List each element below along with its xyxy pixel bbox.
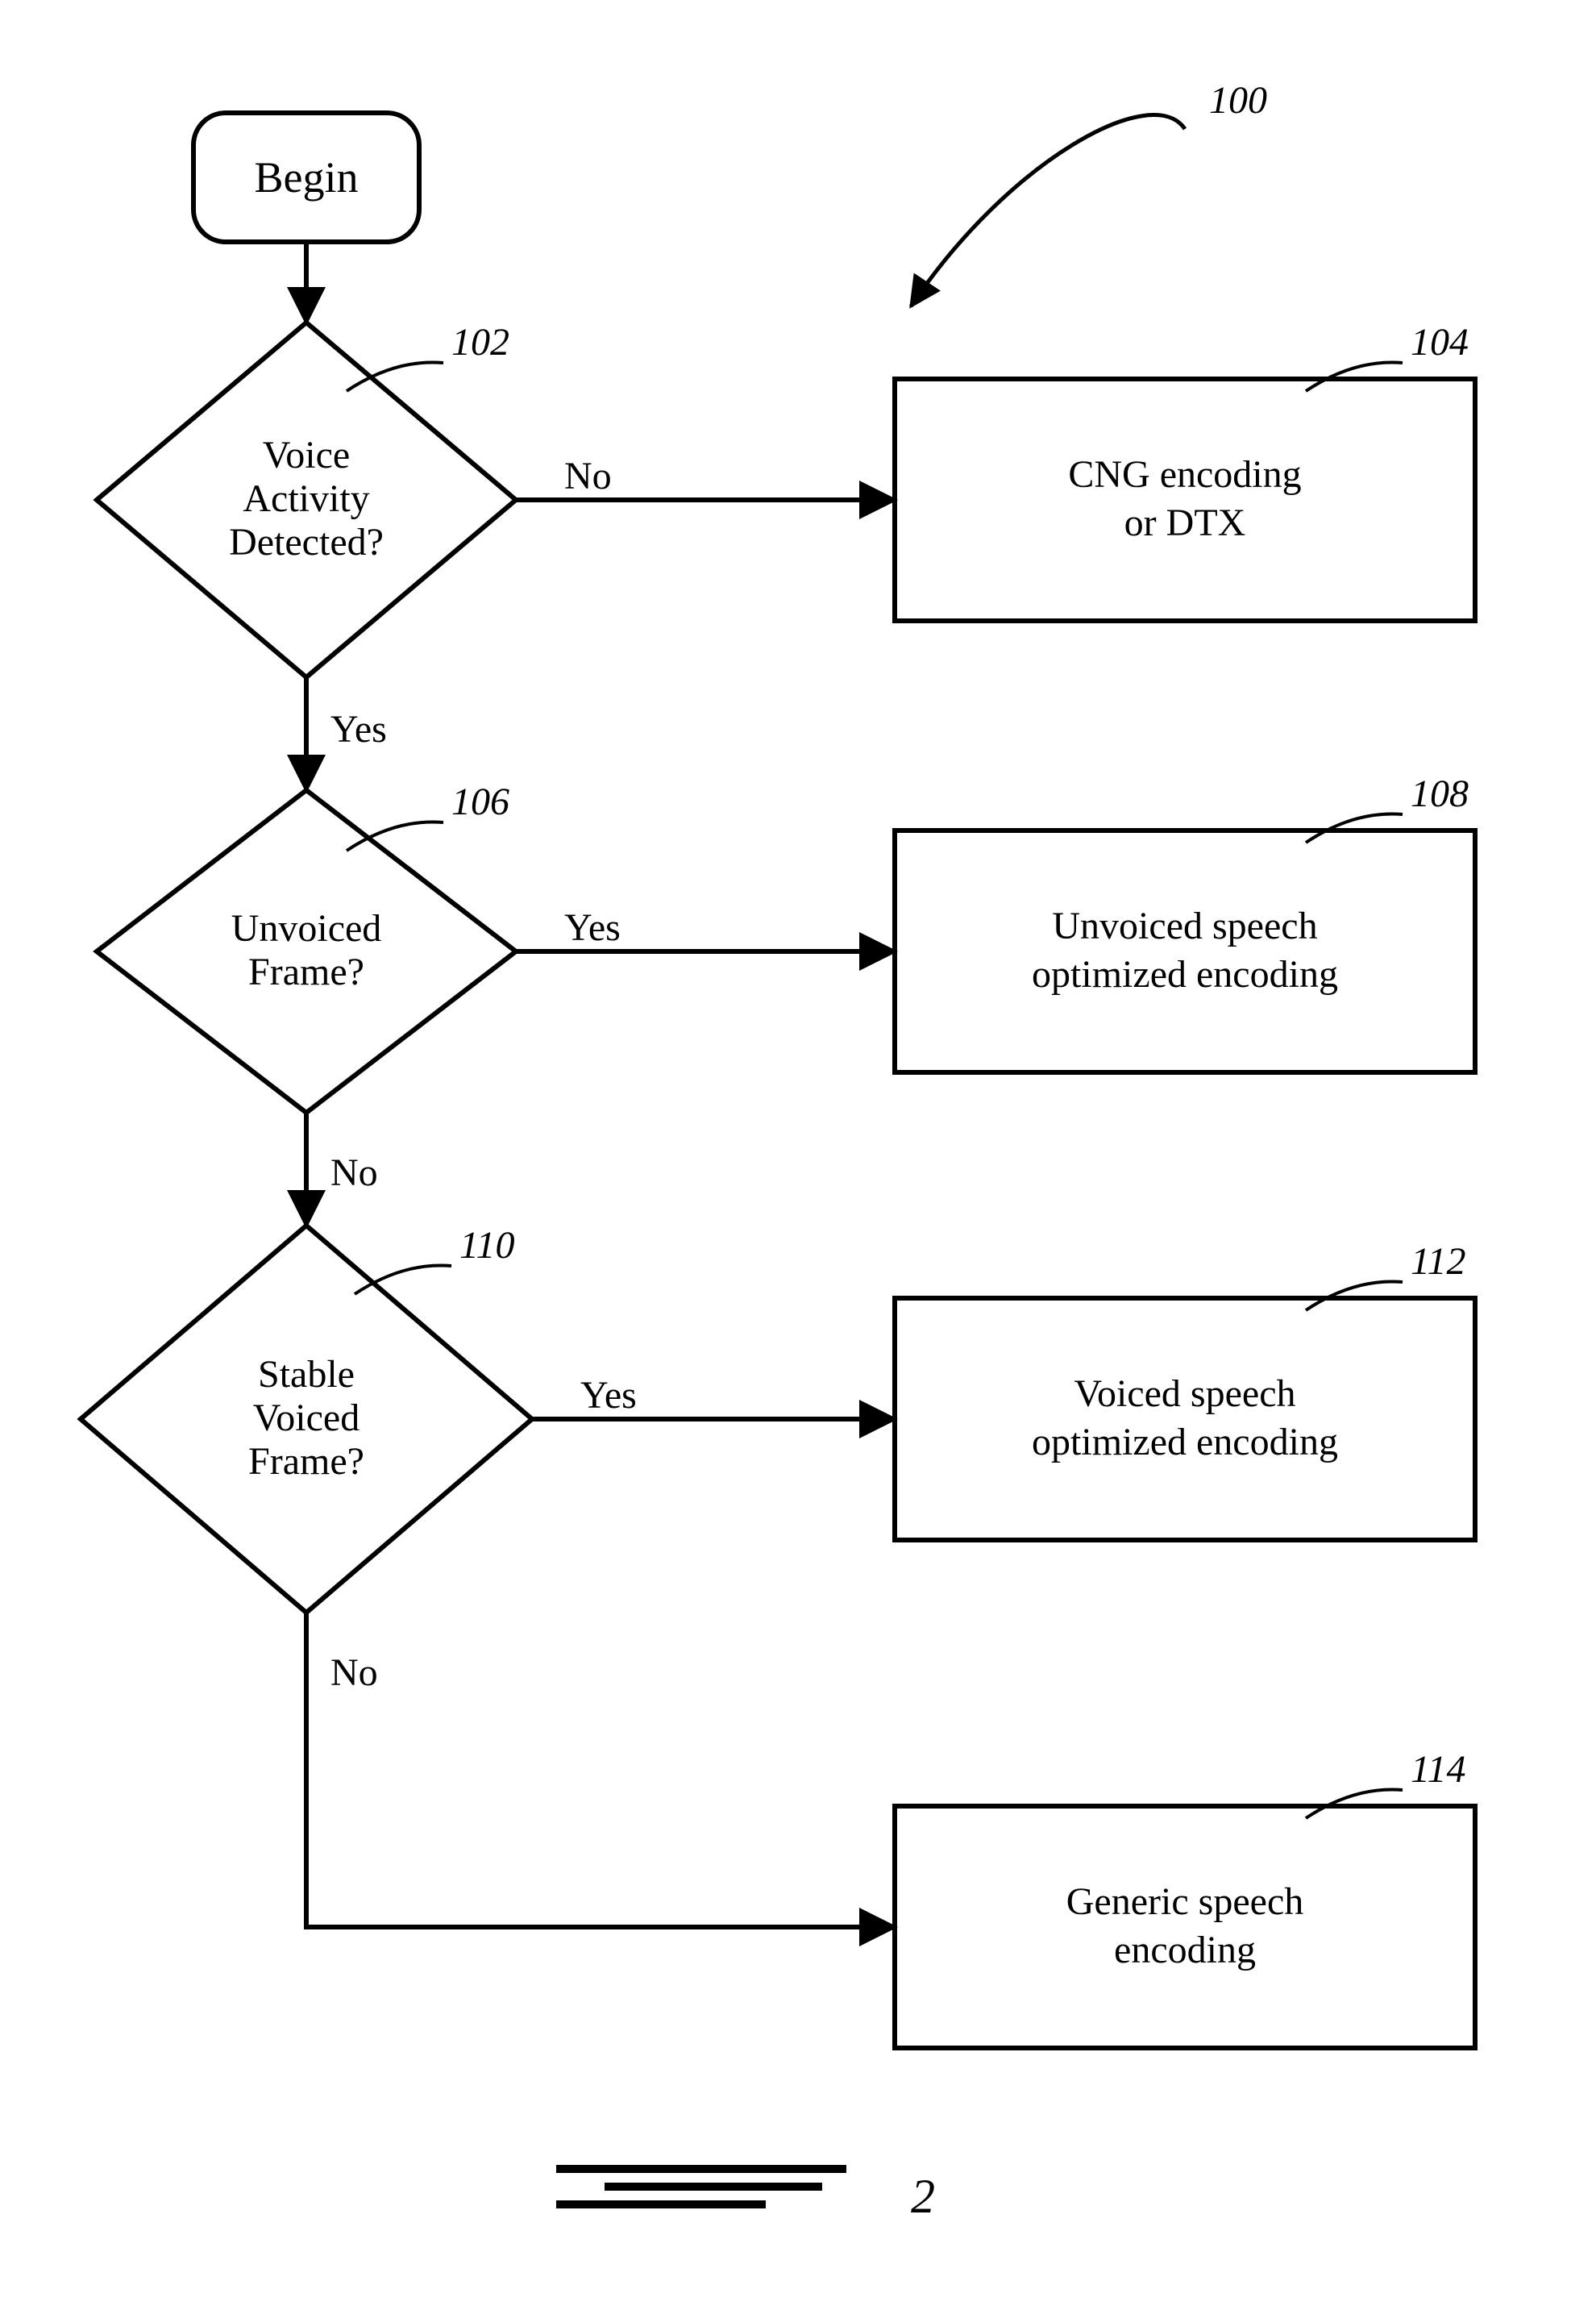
svg-text:2: 2 bbox=[911, 2170, 938, 2223]
svg-text:Frame?: Frame? bbox=[248, 1440, 364, 1483]
svg-text:Voiced: Voiced bbox=[253, 1397, 360, 1439]
process-cng-dtx bbox=[895, 379, 1475, 621]
svg-text:or DTX: or DTX bbox=[1124, 502, 1246, 544]
svg-text:106: 106 bbox=[451, 780, 509, 823]
svg-text:Stable: Stable bbox=[258, 1353, 355, 1396]
svg-text:110: 110 bbox=[459, 1224, 514, 1267]
svg-text:optimized encoding: optimized encoding bbox=[1032, 1421, 1338, 1463]
svg-text:Voice: Voice bbox=[263, 434, 350, 477]
svg-text:Yes: Yes bbox=[580, 1374, 637, 1417]
svg-text:114: 114 bbox=[1411, 1748, 1465, 1791]
svg-text:Detected?: Detected? bbox=[229, 521, 384, 564]
svg-text:108: 108 bbox=[1411, 772, 1469, 815]
svg-text:112: 112 bbox=[1411, 1240, 1465, 1283]
svg-text:No: No bbox=[330, 1151, 378, 1194]
svg-text:Voiced speech: Voiced speech bbox=[1074, 1372, 1295, 1415]
ref-tail bbox=[347, 822, 443, 851]
svg-text:No: No bbox=[330, 1651, 378, 1694]
svg-text:Yes: Yes bbox=[564, 906, 621, 949]
svg-text:optimized encoding: optimized encoding bbox=[1032, 953, 1338, 996]
process-unvoiced-encoding bbox=[895, 830, 1475, 1072]
svg-text:Begin: Begin bbox=[255, 153, 359, 202]
svg-text:Generic speech: Generic speech bbox=[1066, 1880, 1304, 1923]
svg-text:Unvoiced: Unvoiced bbox=[231, 907, 382, 950]
svg-text:Activity: Activity bbox=[243, 477, 369, 520]
svg-text:encoding: encoding bbox=[1114, 1929, 1256, 1971]
process-voiced-encoding bbox=[895, 1298, 1475, 1540]
edge-d110-p114 bbox=[306, 1613, 895, 1927]
svg-text:Yes: Yes bbox=[330, 708, 387, 751]
svg-text:Unvoiced speech: Unvoiced speech bbox=[1052, 905, 1317, 947]
figure-label bbox=[556, 2169, 846, 2204]
svg-text:104: 104 bbox=[1411, 321, 1469, 364]
svg-text:Frame?: Frame? bbox=[248, 951, 364, 993]
process-generic-encoding bbox=[895, 1806, 1475, 2048]
svg-text:102: 102 bbox=[451, 321, 509, 364]
ref-100-arrow bbox=[911, 115, 1185, 306]
svg-text:No: No bbox=[564, 455, 612, 497]
svg-text:100: 100 bbox=[1209, 79, 1267, 122]
svg-text:CNG encoding: CNG encoding bbox=[1068, 453, 1301, 496]
